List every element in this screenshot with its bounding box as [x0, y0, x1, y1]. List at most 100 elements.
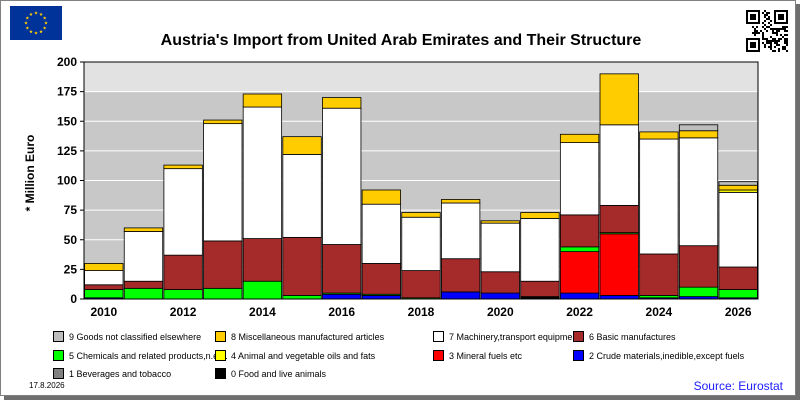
bar-segment — [559, 251, 600, 294]
legend-label: 7 Machinery,transport equipment — [449, 332, 580, 342]
eu-star — [25, 16, 30, 20]
y-tick-label: 50 — [64, 233, 78, 247]
bar-stack-2015 — [282, 136, 322, 300]
eu-star — [44, 21, 48, 25]
bar-segment — [361, 295, 401, 300]
bar-segment — [599, 295, 639, 300]
bar-segment — [441, 258, 481, 293]
bar-segment — [639, 131, 679, 140]
bar-segment — [84, 284, 124, 290]
bar-segment — [84, 263, 124, 271]
source-link[interactable]: Source: Eurostat — [693, 379, 783, 393]
bar-segment — [520, 218, 560, 282]
bar-segment — [322, 293, 362, 300]
y-tick-label: 150 — [57, 114, 77, 128]
eu-star — [29, 29, 33, 34]
bar-segment — [282, 136, 322, 155]
x-tick-label: 2014 — [249, 305, 276, 319]
bar-segment — [282, 236, 322, 296]
bar-segment — [84, 270, 124, 286]
legend-label: 5 Chemicals and related products,n.e.s. — [69, 351, 228, 361]
bar-segment — [480, 220, 520, 224]
plot-border — [83, 61, 759, 300]
bar-segment — [322, 244, 362, 294]
legend-label: 1 Beverages and tobacco — [69, 369, 172, 379]
y-tick-label: 0 — [70, 292, 77, 306]
legend-swatch — [53, 368, 64, 379]
x-tick-label: 2022 — [566, 305, 593, 319]
eu-star — [29, 12, 33, 16]
legend-label: 9 Goods not classified elsewhere — [69, 332, 202, 342]
eu-star — [39, 12, 43, 16]
eu-star — [34, 31, 38, 35]
eu-star — [39, 29, 43, 34]
bar-segment — [282, 295, 322, 300]
bar-segment — [361, 263, 401, 295]
bar-stack-2023 — [599, 73, 639, 300]
bar-segment — [559, 246, 600, 253]
bar-segment — [599, 204, 639, 234]
bar-segment — [123, 287, 164, 300]
bar-segment — [678, 124, 719, 132]
bar-stack-2020 — [480, 220, 520, 300]
bar-segment — [599, 124, 639, 206]
bar-segment — [441, 291, 481, 300]
eu-star — [42, 16, 47, 20]
bar-segment — [718, 191, 758, 268]
bar-stack-2012 — [163, 164, 203, 300]
legend-label: 3 Mineral fuels etc — [449, 351, 523, 361]
bar-segment — [678, 130, 719, 139]
bar-stack-2026 — [718, 181, 758, 300]
bar-segment — [242, 93, 283, 108]
bar-stack-2017 — [361, 189, 401, 300]
bar-segment — [480, 222, 520, 273]
bar-segment — [678, 245, 719, 288]
bar-segment — [203, 240, 243, 289]
bar-segment — [242, 106, 283, 239]
y-tick-label: 25 — [64, 262, 78, 276]
bar-segment — [163, 289, 203, 300]
legend-swatch — [215, 368, 226, 379]
legend-label: 6 Basic manufactures — [589, 332, 676, 342]
bar-segment — [678, 137, 719, 247]
bar-segment — [282, 154, 322, 238]
bar-segment — [559, 142, 600, 216]
bar-segment — [242, 238, 283, 282]
eu-star — [24, 21, 28, 25]
bar-stack-2013 — [203, 119, 243, 300]
bar-segment — [480, 292, 520, 300]
bar-segment — [322, 107, 362, 245]
bar-segment — [242, 280, 283, 300]
bar-segment — [361, 203, 401, 264]
eu-star — [42, 26, 47, 30]
legend-label: 0 Food and live animals — [231, 369, 327, 379]
bar-stack-2014 — [242, 93, 283, 300]
bar-segment — [559, 133, 600, 143]
bar-segment — [401, 216, 441, 271]
bar-segment — [718, 184, 758, 191]
bar-segment — [718, 266, 758, 290]
legend-swatch — [215, 350, 226, 361]
x-tick-label: 2024 — [646, 305, 673, 319]
legend-label: 2 Crude materials,inedible,except fuels — [589, 351, 745, 361]
bar-segment — [678, 286, 719, 298]
bar-stack-2022 — [559, 133, 600, 300]
eu-star — [25, 26, 30, 30]
bar-segment — [123, 231, 164, 282]
legend-label: 8 Miscellaneous manufactured articles — [231, 332, 385, 342]
bar-segment — [520, 280, 560, 298]
plot-top-band — [84, 62, 758, 92]
page-title: Austria's Import from United Arab Emirat… — [160, 32, 642, 49]
bar-segment — [163, 254, 203, 290]
bar-segment — [322, 97, 362, 109]
bar-segment — [123, 280, 164, 289]
y-tick-label: 200 — [57, 55, 77, 69]
bar-stack-2025 — [678, 124, 719, 300]
bar-stack-2021 — [520, 212, 560, 300]
bar-stack-2016 — [322, 97, 362, 300]
bar-segment — [123, 227, 164, 232]
legend-swatch — [433, 331, 444, 342]
legend-swatch — [53, 331, 64, 342]
